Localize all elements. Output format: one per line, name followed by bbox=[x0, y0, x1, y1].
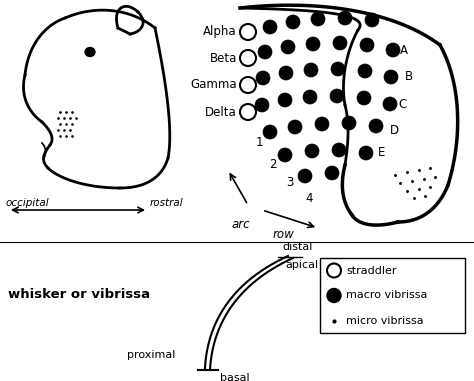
Text: straddler: straddler bbox=[346, 266, 396, 275]
Circle shape bbox=[304, 63, 318, 77]
Circle shape bbox=[383, 97, 397, 111]
Circle shape bbox=[240, 50, 256, 66]
Circle shape bbox=[315, 117, 329, 131]
Circle shape bbox=[281, 40, 295, 54]
Circle shape bbox=[288, 120, 302, 134]
Bar bbox=[320, 258, 465, 333]
Circle shape bbox=[359, 146, 373, 160]
Circle shape bbox=[240, 104, 256, 120]
Text: Delta: Delta bbox=[205, 106, 237, 118]
Circle shape bbox=[331, 62, 345, 76]
Text: B: B bbox=[405, 70, 413, 83]
Text: apical: apical bbox=[285, 260, 318, 270]
Text: E: E bbox=[378, 147, 385, 160]
Circle shape bbox=[333, 36, 347, 50]
Text: 2: 2 bbox=[270, 157, 277, 171]
Circle shape bbox=[338, 11, 352, 25]
Circle shape bbox=[278, 93, 292, 107]
Circle shape bbox=[256, 71, 270, 85]
Circle shape bbox=[360, 38, 374, 52]
Text: row: row bbox=[273, 228, 295, 241]
Text: micro vibrissa: micro vibrissa bbox=[346, 315, 424, 325]
Text: 1: 1 bbox=[255, 136, 263, 149]
Text: whisker or vibrissa: whisker or vibrissa bbox=[8, 288, 150, 301]
Text: Alpha: Alpha bbox=[203, 26, 237, 38]
Circle shape bbox=[311, 12, 325, 26]
Circle shape bbox=[255, 98, 269, 112]
Text: proximal: proximal bbox=[127, 350, 175, 360]
Circle shape bbox=[330, 89, 344, 103]
Circle shape bbox=[263, 125, 277, 139]
Circle shape bbox=[332, 143, 346, 157]
Circle shape bbox=[258, 45, 272, 59]
Circle shape bbox=[342, 116, 356, 130]
Ellipse shape bbox=[85, 48, 95, 56]
Circle shape bbox=[365, 13, 379, 27]
Circle shape bbox=[286, 15, 300, 29]
Circle shape bbox=[384, 70, 398, 84]
Text: distal: distal bbox=[282, 242, 312, 252]
Text: C: C bbox=[398, 98, 406, 110]
Circle shape bbox=[279, 66, 293, 80]
Text: rostral: rostral bbox=[150, 198, 183, 208]
Circle shape bbox=[278, 148, 292, 162]
Text: Gamma: Gamma bbox=[191, 78, 237, 91]
Circle shape bbox=[327, 288, 341, 303]
Circle shape bbox=[263, 20, 277, 34]
Text: D: D bbox=[390, 123, 399, 136]
Text: Beta: Beta bbox=[210, 51, 237, 64]
Text: 4: 4 bbox=[306, 192, 313, 205]
Text: basal: basal bbox=[220, 373, 250, 381]
Circle shape bbox=[357, 91, 371, 105]
Circle shape bbox=[386, 43, 400, 57]
Circle shape bbox=[305, 144, 319, 158]
Text: arc: arc bbox=[232, 218, 251, 231]
Circle shape bbox=[369, 119, 383, 133]
Circle shape bbox=[306, 37, 320, 51]
Text: occipital: occipital bbox=[6, 198, 50, 208]
Circle shape bbox=[327, 264, 341, 277]
Circle shape bbox=[240, 24, 256, 40]
Text: macro vibrissa: macro vibrissa bbox=[346, 290, 428, 301]
Circle shape bbox=[358, 64, 372, 78]
Circle shape bbox=[240, 77, 256, 93]
Circle shape bbox=[298, 169, 312, 183]
Circle shape bbox=[325, 166, 339, 180]
Text: A: A bbox=[400, 43, 408, 56]
Circle shape bbox=[303, 90, 317, 104]
Text: 3: 3 bbox=[287, 176, 294, 189]
